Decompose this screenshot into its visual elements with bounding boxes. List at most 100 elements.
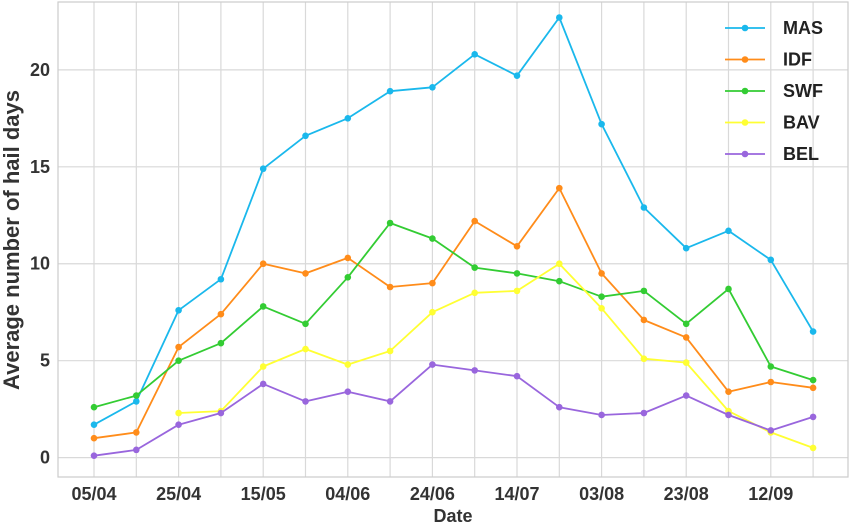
legend-label: IDF bbox=[783, 50, 812, 70]
data-point-mas bbox=[429, 84, 436, 91]
data-point-swf bbox=[259, 303, 267, 310]
data-point-swf bbox=[471, 264, 479, 271]
data-point-bel bbox=[133, 446, 140, 454]
x-axis-label: Date bbox=[433, 506, 472, 525]
legend-label: BEL bbox=[783, 144, 819, 164]
data-point-mas bbox=[175, 306, 182, 314]
data-point-bel bbox=[217, 409, 225, 417]
y-tick-label: 20 bbox=[30, 60, 50, 80]
data-point-mas bbox=[386, 87, 394, 95]
data-point-bel bbox=[259, 380, 267, 388]
data-point-mas bbox=[598, 120, 605, 128]
data-point-idf bbox=[344, 254, 352, 262]
y-axis-ticks: 0 5 10 15 20 bbox=[30, 60, 50, 468]
data-point-idf bbox=[513, 242, 521, 250]
data-point-bav bbox=[513, 287, 521, 295]
data-point-bel bbox=[767, 427, 775, 434]
x-tick-label: 04/06 bbox=[325, 484, 370, 504]
data-point-swf bbox=[175, 357, 182, 364]
data-point-bel bbox=[640, 409, 648, 417]
series-layer bbox=[90, 14, 817, 459]
data-point-bel bbox=[598, 411, 605, 419]
data-point-mas bbox=[640, 204, 648, 211]
data-point-mas bbox=[682, 244, 690, 252]
data-point-mas bbox=[217, 275, 225, 283]
data-point-mas bbox=[767, 256, 775, 264]
x-tick-label: 24/06 bbox=[410, 484, 455, 504]
data-point-mas bbox=[556, 14, 563, 21]
data-point-bav bbox=[598, 305, 605, 312]
data-point-idf bbox=[259, 260, 267, 268]
data-point-bav bbox=[471, 289, 479, 297]
x-axis-ticks: 05/04 25/04 15/05 04/06 24/06 14/07 03/08 23/08… bbox=[71, 484, 793, 504]
data-point-bav bbox=[682, 359, 690, 366]
series-swf bbox=[90, 219, 817, 411]
data-point-bel bbox=[302, 398, 309, 405]
data-point-bav bbox=[344, 361, 352, 368]
data-point-bel bbox=[344, 388, 352, 395]
data-point-idf bbox=[598, 270, 605, 277]
data-point-swf bbox=[429, 235, 436, 242]
grid bbox=[58, 2, 848, 477]
series-line-idf bbox=[93, 187, 814, 440]
data-point-mas bbox=[344, 115, 352, 122]
data-point-swf bbox=[767, 363, 775, 370]
series-mas bbox=[90, 14, 817, 428]
legend-swatch-marker bbox=[741, 24, 749, 32]
data-point-bel bbox=[809, 413, 817, 421]
data-point-bel bbox=[90, 452, 98, 459]
y-tick-label: 15 bbox=[30, 157, 50, 177]
data-point-bav bbox=[809, 444, 817, 452]
x-tick-label: 23/08 bbox=[664, 484, 709, 504]
data-point-idf bbox=[682, 334, 690, 341]
x-tick-label: 12/09 bbox=[748, 484, 793, 504]
data-point-bav bbox=[386, 347, 394, 355]
data-point-swf bbox=[725, 285, 732, 293]
data-point-idf bbox=[175, 343, 182, 351]
data-point-swf bbox=[90, 403, 98, 411]
x-tick-label: 05/04 bbox=[71, 484, 116, 504]
data-point-idf bbox=[809, 384, 817, 392]
data-point-swf bbox=[344, 274, 352, 281]
series-bel bbox=[90, 361, 817, 459]
data-point-mas bbox=[471, 51, 479, 58]
x-tick-label: 15/05 bbox=[241, 484, 286, 504]
x-tick-label: 25/04 bbox=[156, 484, 201, 504]
legend-swatch-marker bbox=[741, 56, 749, 63]
data-point-idf bbox=[767, 378, 775, 386]
x-tick-label: 14/07 bbox=[494, 484, 539, 504]
data-point-idf bbox=[386, 283, 394, 291]
series-line-mas bbox=[93, 16, 814, 426]
legend-swatch-marker bbox=[741, 150, 749, 158]
data-point-swf bbox=[386, 219, 394, 227]
data-point-bel bbox=[429, 361, 436, 368]
data-point-swf bbox=[302, 320, 309, 328]
x-tick-label: 03/08 bbox=[579, 484, 624, 504]
data-point-bav bbox=[302, 345, 309, 353]
data-point-mas bbox=[90, 421, 98, 428]
data-point-idf bbox=[556, 184, 563, 192]
data-point-bel bbox=[175, 421, 182, 428]
y-axis-label: Average number of hail days bbox=[0, 90, 24, 390]
data-point-bav bbox=[259, 363, 267, 370]
data-point-mas bbox=[809, 328, 817, 335]
data-point-mas bbox=[302, 132, 309, 140]
data-point-bel bbox=[682, 392, 690, 399]
data-point-swf bbox=[682, 320, 690, 328]
data-point-mas bbox=[133, 398, 140, 405]
data-point-mas bbox=[259, 165, 267, 173]
data-point-mas bbox=[513, 72, 521, 79]
series-line-swf bbox=[93, 222, 814, 409]
data-point-swf bbox=[513, 270, 521, 277]
legend-item-mas: MAS bbox=[725, 18, 823, 38]
data-point-bav bbox=[556, 260, 563, 268]
data-point-idf bbox=[302, 270, 309, 277]
data-point-idf bbox=[133, 429, 140, 436]
data-point-idf bbox=[725, 388, 732, 395]
data-point-swf bbox=[556, 277, 563, 285]
data-point-bel bbox=[513, 372, 521, 380]
series-bav bbox=[175, 260, 817, 452]
plot-frame bbox=[57, 1, 849, 478]
data-point-swf bbox=[217, 339, 225, 347]
